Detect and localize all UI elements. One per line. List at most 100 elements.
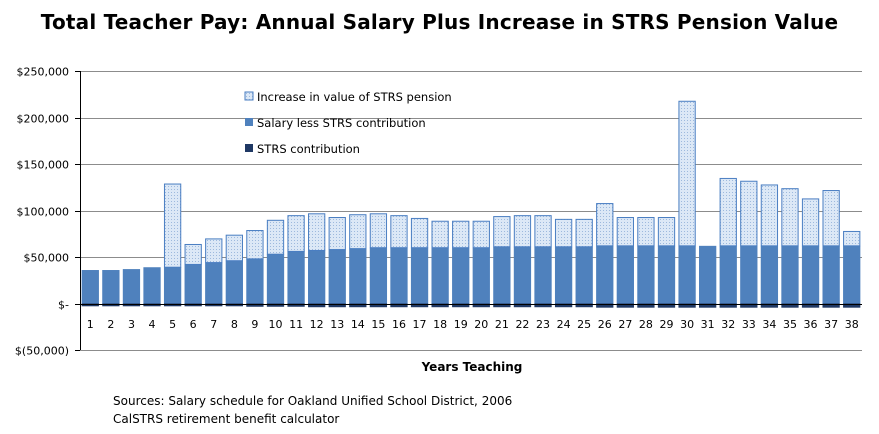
legend-swatch [245,144,253,152]
x-tick-label: 23 [536,318,550,331]
x-tick-label: 16 [392,318,406,331]
bar-pension-increase [534,215,552,248]
bar-strs-contribution [719,303,737,308]
bar-pension-increase [287,215,305,252]
bar-pension-increase [184,243,202,265]
bar-strs-contribution [287,303,305,307]
bar-strs-contribution [308,303,326,308]
x-tick-label: 26 [598,318,612,331]
bar-pension-increase [616,217,634,247]
bar-strs-contribution [472,303,490,308]
bar-strs-contribution [740,303,758,308]
bar-strs-contribution [349,303,367,308]
bar-salary [493,246,511,304]
chart-title: Total Teacher Pay: Annual Salary Plus In… [40,10,839,34]
bar-salary [122,269,141,304]
x-tick-label: 1 [87,318,94,331]
bar-pension-increase [678,100,696,247]
bar-strs-contribution [554,303,573,308]
x-tick-label: 13 [330,318,344,331]
bar-salary [143,267,161,304]
chart-legend: Increase in value of STRS pension Salary … [244,90,452,156]
bar-strs-contribution [410,303,429,308]
bar-salary [472,247,490,304]
bar-pension-increase [493,216,511,248]
bar-strs-contribution [801,303,820,308]
bar-pension-increase [410,217,429,249]
x-tick-label: 6 [190,318,197,331]
y-tick-label: $- [58,299,69,312]
x-tick-label: 20 [474,318,488,331]
bar-strs-contribution [843,303,861,308]
bar-salary [287,251,305,304]
x-tick-label: 35 [783,318,797,331]
x-tick-label: 9 [251,318,258,331]
x-tick-label: 17 [413,318,427,331]
bar-pension-increase [266,219,285,255]
bar-pension-increase [760,184,779,247]
x-axis-title: Years Teaching [421,360,523,374]
bar-salary [266,254,285,304]
x-tick-label: 19 [454,318,468,331]
x-tick-label: 3 [128,318,135,331]
bar-salary [801,245,820,304]
x-tick-label: 38 [845,318,859,331]
bar-salary [205,262,223,304]
bar-salary [719,245,737,304]
bar-salary [534,246,552,304]
bar-salary [246,258,264,304]
bar-strs-contribution [699,303,717,308]
bar-pension-increase [801,198,820,247]
x-tick-label: 7 [210,318,217,331]
bar-salary [637,245,655,304]
bar-pension-increase [719,177,737,247]
bar-salary [102,270,120,304]
bar-salary [431,247,449,304]
bar-strs-contribution [369,303,388,308]
bar-salary [349,248,367,304]
bar-salary [843,245,861,304]
bar-salary [657,245,676,304]
y-tick-label: $100,000 [17,206,70,219]
bar-salary [822,245,840,304]
x-tick-label: 24 [557,318,571,331]
x-tick-label: 27 [618,318,632,331]
bar-pension-increase [225,234,243,262]
bar-strs-contribution [513,303,532,308]
x-tick-label: 15 [371,318,385,331]
bar-salary [781,245,799,304]
bar-strs-contribution [328,303,346,308]
x-tick-label: 11 [289,318,303,331]
bar-pension-increase [822,190,840,247]
legend-label: Increase in value of STRS pension [257,90,452,104]
bar-pension-increase [472,220,490,249]
plot-bars [81,100,861,308]
x-tick-label: 25 [577,318,591,331]
bar-strs-contribution [534,303,552,308]
bar-pension-increase [513,215,532,248]
bar-salary [410,247,429,304]
source-note-line-2: CalSTRS retirement benefit calculator [113,412,340,426]
source-notes: Sources: Salary schedule for Oakland Uni… [113,392,512,428]
bar-pension-increase [657,217,676,247]
bar-pension-increase [740,180,758,247]
bar-salary [452,247,470,304]
bar-salary [678,245,696,304]
x-tick-label: 8 [231,318,238,331]
x-tick-label: 12 [310,318,324,331]
bar-salary [740,245,758,304]
bar-salary [699,245,717,304]
x-tick-label: 10 [269,318,283,331]
legend-label: STRS contribution [257,142,360,156]
bar-strs-contribution [596,303,614,308]
x-tick-label: 4 [149,318,156,331]
x-tick-label: 32 [721,318,735,331]
bar-salary [390,247,408,304]
bar-strs-contribution [616,303,634,308]
bar-salary [81,270,99,304]
y-tick-label: $200,000 [17,113,70,126]
bar-pension-increase [390,215,408,249]
x-tick-label: 5 [169,318,176,331]
bar-strs-contribution [431,303,449,308]
